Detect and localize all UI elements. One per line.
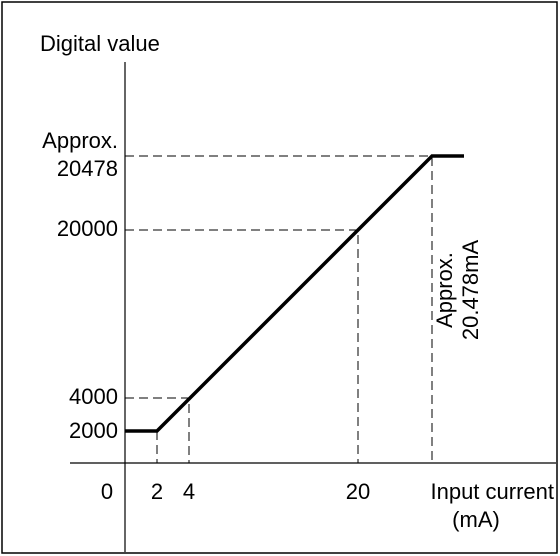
y-label: 20478	[57, 156, 118, 181]
conversion-line	[125, 154, 464, 433]
y-label: Approx.	[42, 128, 118, 153]
x-label: 4	[183, 479, 195, 504]
y-axis-label: Digital value	[40, 31, 160, 56]
x-axis-label: (mA)	[452, 507, 500, 532]
y-label: 20000	[57, 216, 118, 241]
x-label: 0	[101, 479, 113, 504]
x-axis-label: Input current	[430, 479, 554, 504]
x-label: 20	[346, 479, 370, 504]
x-note: 20.478mA	[458, 240, 483, 341]
x-label: 2	[151, 479, 163, 504]
y-label: 2000	[69, 418, 118, 443]
guide	[125, 155, 433, 463]
y-label: 4000	[69, 384, 118, 409]
x-note: Approx.	[432, 252, 457, 328]
